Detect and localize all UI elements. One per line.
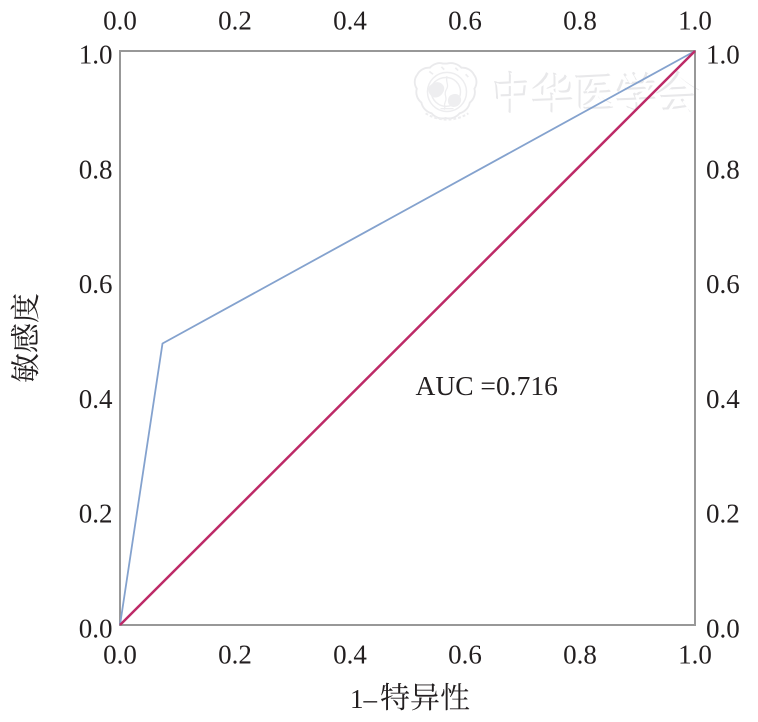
svg-text:0.6: 0.6 bbox=[706, 269, 740, 299]
svg-text:0.4: 0.4 bbox=[333, 640, 367, 670]
svg-text:0.6: 0.6 bbox=[448, 6, 482, 36]
svg-text:AUC =0.716: AUC =0.716 bbox=[416, 370, 558, 401]
svg-text:0.2: 0.2 bbox=[79, 499, 113, 529]
svg-text:0.0: 0.0 bbox=[103, 6, 137, 36]
svg-text:0.2: 0.2 bbox=[218, 6, 252, 36]
svg-text:0.4: 0.4 bbox=[333, 6, 367, 36]
svg-text:1.0: 1.0 bbox=[678, 6, 712, 36]
svg-text:0.4: 0.4 bbox=[79, 384, 113, 414]
svg-text:0.2: 0.2 bbox=[218, 640, 252, 670]
svg-text:0.6: 0.6 bbox=[448, 640, 482, 670]
svg-text:0.8: 0.8 bbox=[563, 640, 597, 670]
svg-text:1.0: 1.0 bbox=[678, 640, 712, 670]
svg-text:1.0: 1.0 bbox=[79, 40, 113, 70]
svg-text:0.6: 0.6 bbox=[79, 269, 113, 299]
svg-text:0.0: 0.0 bbox=[79, 614, 113, 644]
svg-text:0.8: 0.8 bbox=[706, 154, 740, 184]
svg-text:0.0: 0.0 bbox=[706, 614, 740, 644]
svg-text:0.8: 0.8 bbox=[79, 154, 113, 184]
svg-text:0.4: 0.4 bbox=[706, 384, 740, 414]
svg-text:0.0: 0.0 bbox=[103, 640, 137, 670]
svg-text:1.0: 1.0 bbox=[706, 40, 740, 70]
svg-text:0.2: 0.2 bbox=[706, 499, 740, 529]
svg-text:0.8: 0.8 bbox=[563, 6, 597, 36]
svg-text:1–: 1– bbox=[350, 684, 378, 714]
